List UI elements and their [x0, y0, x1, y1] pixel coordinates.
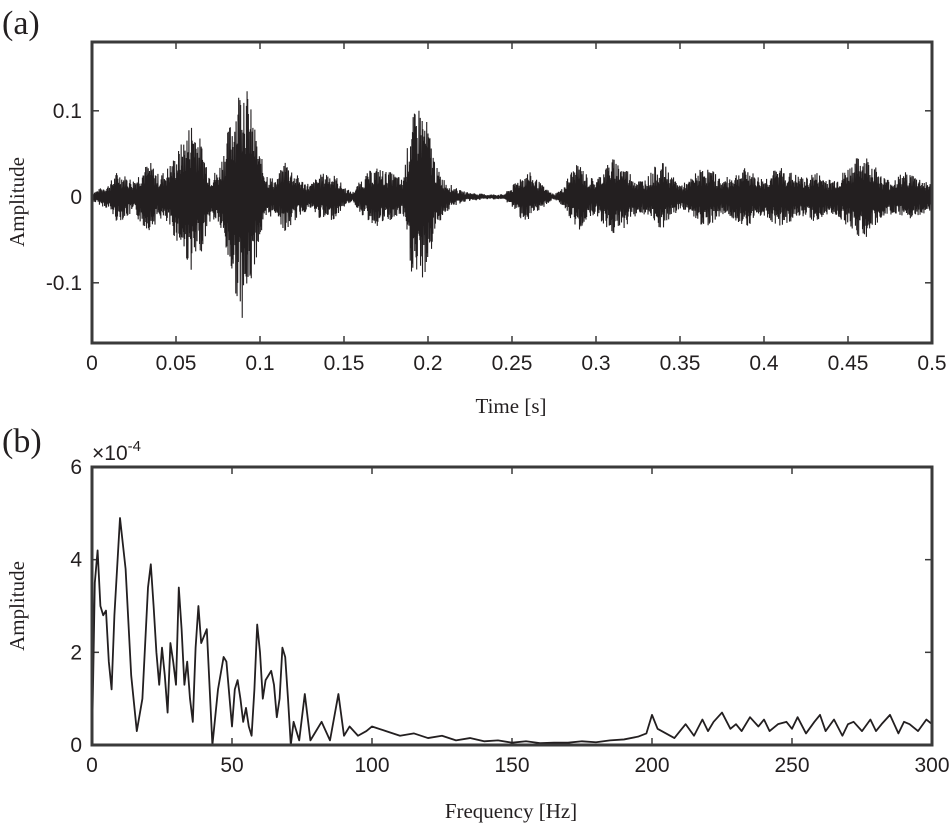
x-tick-label-a: 0.35 — [660, 352, 701, 375]
x-tick-label-a: 0.3 — [581, 352, 610, 375]
panel-label-a: (a) — [2, 5, 40, 42]
panel-label-b: (b) — [2, 423, 42, 460]
y-tick-label-b: 2 — [70, 641, 82, 664]
x-axis-title-a: Time [s] — [476, 394, 547, 418]
x-tick-label-b: 150 — [494, 754, 529, 777]
plot-frame-b — [90, 465, 934, 747]
frequency-domain-plot: 0 50 100 150 200 250 300 0 2 4 6 — [70, 456, 949, 777]
y-axis-exponent-power: -4 — [128, 438, 141, 455]
y-tick-label-b: 4 — [70, 549, 82, 572]
x-tick-label-a: 0.45 — [828, 352, 869, 375]
x-tick-label-a: 0.4 — [749, 352, 779, 375]
plot-frame-a — [90, 40, 934, 345]
signal-trace — [91, 91, 933, 318]
x-tick-label-b: 300 — [914, 754, 949, 777]
x-tick-label-a: 0.25 — [492, 352, 533, 375]
x-tick-label-a: 0.1 — [245, 352, 274, 375]
y-tick-label-a: 0 — [70, 186, 82, 209]
y-axis-exponent: ×10-4 — [92, 438, 141, 465]
x-tick-label-b: 100 — [354, 754, 389, 777]
y-tick-label-b: 0 — [70, 734, 82, 757]
x-tick-label-a: 0 — [86, 352, 98, 375]
x-axis-title-b: Frequency [Hz] — [445, 799, 577, 823]
spectrum-line — [91, 517, 933, 746]
y-axis-title-b: Amplitude — [5, 561, 29, 651]
y-tick-label-a: 0.1 — [53, 100, 82, 123]
x-tick-label-a: 0.15 — [324, 352, 365, 375]
x-tick-label-a: 0.05 — [156, 352, 197, 375]
y-tick-label-b: 6 — [70, 456, 82, 479]
x-tick-label-b: 250 — [774, 754, 809, 777]
x-tick-label-b: 50 — [220, 754, 243, 777]
y-axis-title-a: Amplitude — [5, 157, 29, 247]
y-tick-label-a: -0.1 — [46, 272, 82, 295]
y-axis-exponent-base: ×10 — [92, 442, 128, 465]
x-tick-label-a: 0.2 — [413, 352, 442, 375]
time-domain-plot: 0 0.05 0.1 0.15 0.2 0.25 0.3 0.35 0.4 0.45 0.5 -0.1… — [46, 40, 947, 375]
x-tick-label-b: 200 — [634, 754, 669, 777]
x-tick-label-a: 0.5 — [917, 352, 946, 375]
x-tick-label-b: 0 — [86, 754, 98, 777]
